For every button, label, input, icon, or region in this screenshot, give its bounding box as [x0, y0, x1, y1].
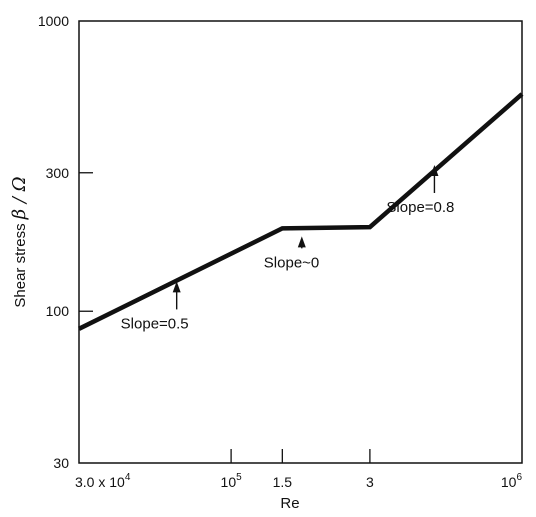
annotation-arrow-head: [297, 236, 306, 248]
y-tick-label: 30: [53, 455, 69, 471]
x-tick-label: 3: [366, 474, 374, 490]
y-axis-title-symbol: β / Ω: [9, 176, 30, 220]
x-tick-label: 3.0 x 104: [75, 472, 131, 490]
x-tick-label-exponent: 5: [236, 472, 242, 483]
x-tick-label-text: 10: [221, 474, 237, 490]
y-axis-title-text: Shear stress: [12, 219, 29, 307]
x-tick-label: 105: [221, 472, 243, 490]
annotation-arrow-head: [430, 164, 439, 176]
x-tick-label-text: 3.0 x 10: [75, 474, 125, 490]
plot-frame: [78, 20, 523, 464]
x-tick-label-text: 10: [501, 474, 517, 490]
x-tick-label-exponent: 4: [125, 472, 131, 483]
shear-stress-line: [78, 92, 524, 331]
annotation-arrow-head: [172, 281, 181, 293]
x-tick-label-text: 1.5: [273, 474, 293, 490]
x-tick-label-exponent: 6: [516, 472, 522, 483]
y-tick-label: 100: [46, 303, 70, 319]
slope-annotation-label: Slope=0.8: [386, 199, 454, 216]
x-tick-label: 1.5: [273, 474, 293, 490]
slope-annotation-label: Slope=0.5: [121, 315, 189, 332]
x-tick-label: 106: [501, 472, 523, 490]
x-axis-title: Re: [280, 495, 299, 512]
annotation-layer: Slope=0.5 Slope~0 Slope=0.8: [121, 164, 454, 332]
series-layer: [78, 92, 524, 331]
y-tick-label: 1000: [38, 13, 69, 29]
x-tick-label-text: 3: [366, 474, 374, 490]
x-axis-ticks: 3.0 x 104 105 1.5 3 106: [75, 449, 522, 490]
y-axis-title: Shear stress β / Ω: [9, 176, 30, 307]
slope-annotation-label: Slope~0: [264, 254, 319, 271]
y-tick-label: 300: [46, 165, 70, 181]
y-axis-ticks: 30 100 300 1000: [38, 13, 93, 471]
